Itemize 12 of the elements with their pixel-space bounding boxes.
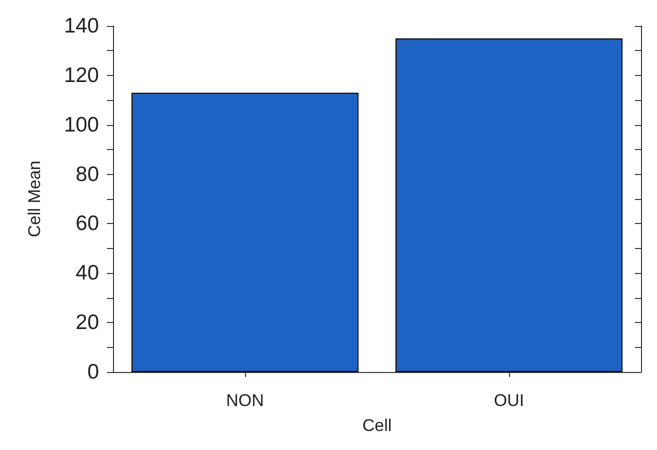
x-tick-label: OUI bbox=[494, 391, 524, 410]
y-tick-label: 120 bbox=[64, 64, 99, 87]
x-tick-label: NON bbox=[226, 391, 264, 410]
y-tick-label: 140 bbox=[64, 14, 99, 38]
x-axis-title: Cell bbox=[362, 416, 392, 435]
y-tick-label: 40 bbox=[76, 262, 99, 285]
y-tick-label: 80 bbox=[76, 162, 99, 186]
y-tick-label: 100 bbox=[64, 113, 99, 136]
y-tick-label: 60 bbox=[76, 212, 99, 236]
y-axis-title: Cell Mean bbox=[25, 160, 44, 238]
y-tick-label: 20 bbox=[76, 311, 99, 334]
y-tick-label: 0 bbox=[87, 360, 99, 384]
